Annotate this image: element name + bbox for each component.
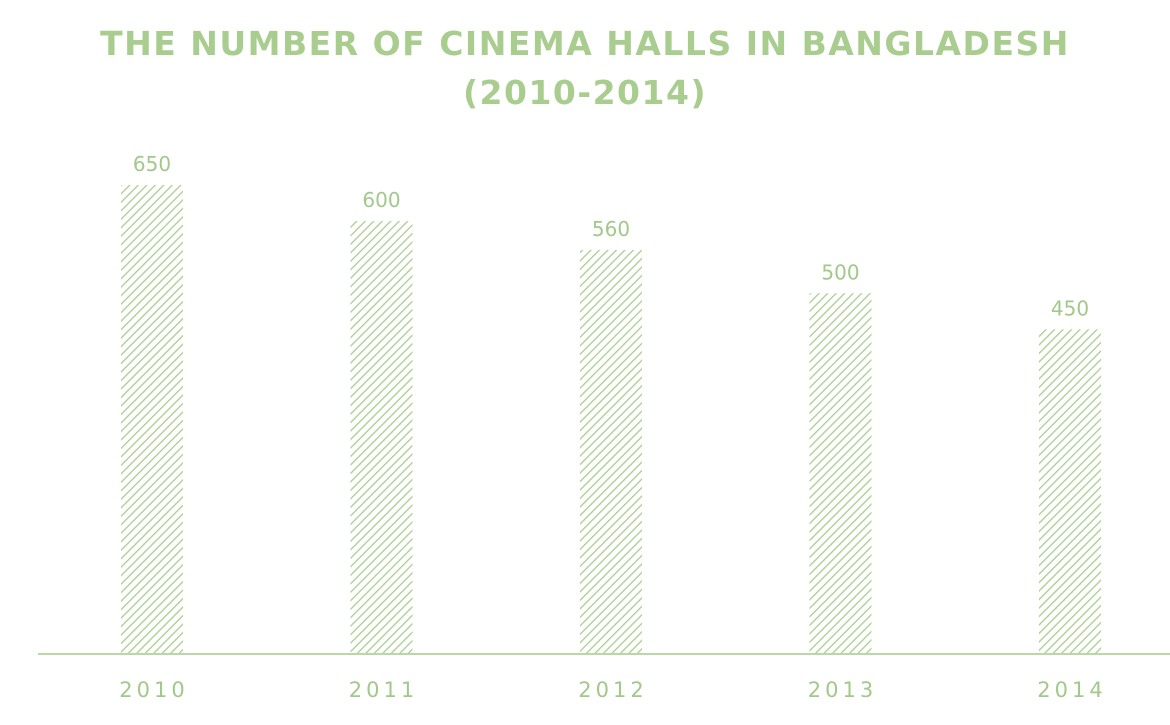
data-label-2012: 560 [592,217,630,241]
x-tick-label-2013: 2013 [808,678,877,702]
data-label-2014: 450 [1051,296,1089,320]
x-tick-label-2014: 2014 [1037,678,1106,702]
x-tick-label-2011: 2011 [349,678,418,702]
data-labels-group: 650 600 560 500 450 [133,152,1089,320]
bars-group [121,185,1101,654]
data-label-2013: 500 [821,260,859,284]
bar-2011 [350,221,413,654]
bar-2012 [580,249,642,654]
bar-2014 [1039,329,1101,654]
bar-2010 [121,185,183,654]
x-tick-label-2010: 2010 [119,678,188,702]
x-tick-labels-group: 2010 2011 2012 2013 2014 [119,678,1106,702]
chart-title: THE NUMBER OF CINEMA HALLS IN BANGLADESH [100,24,1070,63]
data-label-2010: 650 [133,152,171,176]
chart-subtitle: (2010-2014) [462,73,708,112]
bar-2013 [809,293,872,654]
data-label-2011: 600 [362,188,400,212]
x-tick-label-2012: 2012 [578,678,647,702]
